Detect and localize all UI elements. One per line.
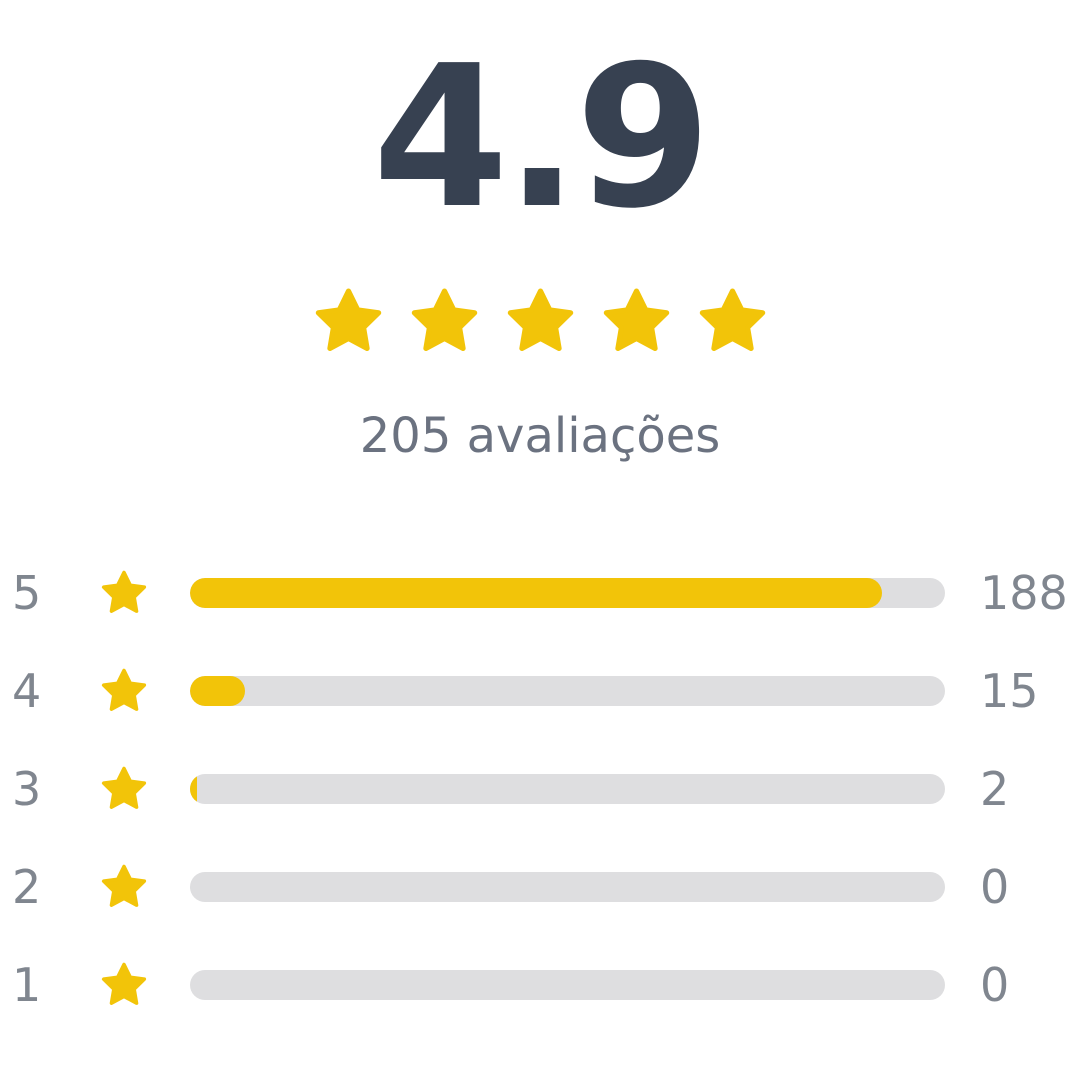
rating-bar-fill [190, 578, 883, 608]
rating-count: 188 [980, 566, 1068, 620]
star-icon [98, 959, 150, 1011]
rating-row-5[interactable]: 5 188 [0, 563, 1080, 623]
star-level-label: 4 [12, 664, 42, 718]
rating-row-2[interactable]: 2 0 [0, 857, 1080, 917]
star-icon [694, 283, 771, 364]
star-icon [502, 283, 579, 364]
rating-count: 2 [980, 762, 1010, 816]
rating-count: 0 [980, 860, 1010, 914]
rating-bar-fill [190, 676, 246, 706]
rating-row-1[interactable]: 1 0 [0, 955, 1080, 1015]
rating-count: 15 [980, 664, 1039, 718]
star-level-label: 2 [12, 860, 42, 914]
rating-count: 0 [980, 958, 1010, 1012]
star-icon [98, 567, 150, 619]
star-level-label: 1 [12, 958, 42, 1012]
star-icon [98, 861, 150, 913]
review-count: 205 avaliações [359, 408, 721, 464]
star-icon [98, 665, 150, 717]
average-rating: 4.9 [372, 24, 711, 252]
rating-bar [190, 676, 945, 706]
rating-bar [190, 774, 945, 804]
star-icon [406, 283, 483, 364]
star-icon [598, 283, 675, 364]
rating-bar [190, 578, 945, 608]
rating-bar [190, 970, 945, 1000]
star-icon [310, 283, 387, 364]
rating-row-3[interactable]: 3 2 [0, 759, 1080, 819]
average-stars [0, 283, 1080, 364]
star-icon [98, 763, 150, 815]
star-level-label: 3 [12, 762, 42, 816]
rating-row-4[interactable]: 4 15 [0, 661, 1080, 721]
star-level-label: 5 [12, 566, 42, 620]
rating-bar-fill [190, 774, 198, 804]
rating-bar [190, 872, 945, 902]
